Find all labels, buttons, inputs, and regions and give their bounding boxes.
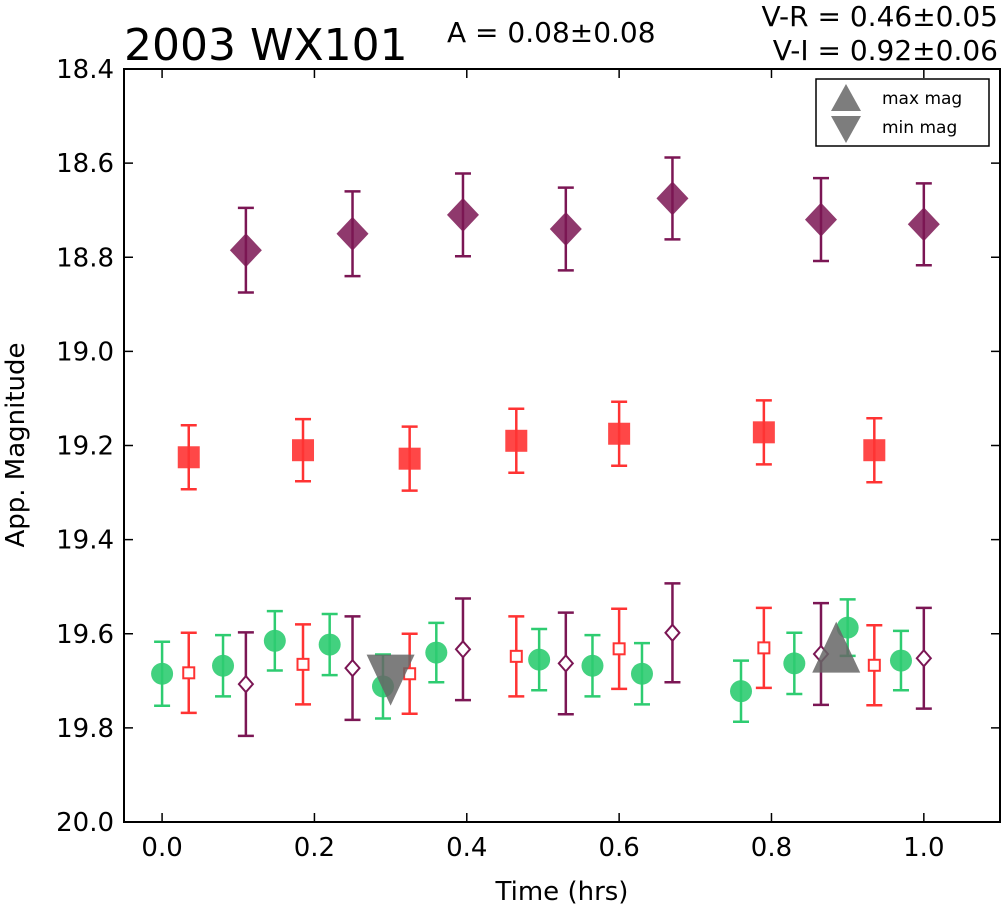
series-0-diamond-filled <box>229 156 940 294</box>
data-point <box>344 658 361 678</box>
data-point <box>318 633 341 656</box>
y-tick-label: 18.6 <box>56 149 114 179</box>
series-1-square-filled <box>177 399 886 492</box>
data-point <box>177 446 200 469</box>
data-point <box>867 658 881 672</box>
data-point <box>783 652 806 675</box>
legend-min-mag-icon <box>831 116 861 143</box>
series-2-circle-filled <box>151 598 912 724</box>
data-point <box>730 680 753 703</box>
axes-ticks: 0.0 0.2 0.4 0.6 0.8 1.0 18.4 18.6 18.8 19.0 19.2 19… <box>56 55 1000 863</box>
data-point <box>549 212 582 247</box>
series-6-triangle-up <box>812 621 861 673</box>
x-axis-label: Time (hrs) <box>495 877 629 904</box>
data-point <box>296 657 310 671</box>
color-index-vi: V-I = 0.92±0.06 <box>773 34 998 67</box>
series-5-triangle-down <box>366 654 415 706</box>
y-tick-label: 19.8 <box>56 714 114 744</box>
data-point <box>229 233 262 268</box>
y-axis-label: App. Magnitude <box>1 342 31 547</box>
data-point <box>263 629 286 652</box>
data-point <box>889 649 912 672</box>
data-point <box>292 439 315 462</box>
data-point <box>398 447 421 470</box>
data-point <box>612 642 626 656</box>
data-point <box>664 623 681 643</box>
data-point <box>182 666 196 680</box>
data-marks <box>151 156 940 738</box>
color-index-vr: V-R = 0.46±0.05 <box>762 0 998 33</box>
y-tick-label: 18.4 <box>56 55 114 85</box>
x-tick-label: 0.0 <box>141 833 182 863</box>
data-point <box>151 662 174 685</box>
series-3-square-open <box>180 606 883 716</box>
legend-max-mag-icon <box>831 84 861 111</box>
data-point <box>446 197 479 232</box>
data-point <box>509 649 523 663</box>
x-tick-label: 0.4 <box>446 833 487 863</box>
data-point <box>528 648 551 671</box>
data-point <box>656 181 689 216</box>
data-point <box>863 439 886 462</box>
data-point <box>915 648 933 668</box>
amplitude-label: A = 0.08±0.08 <box>447 16 656 49</box>
data-point <box>836 616 859 639</box>
data-point <box>907 207 940 242</box>
data-point <box>212 654 235 677</box>
data-point <box>505 429 528 452</box>
data-point <box>752 421 775 444</box>
plot-frame <box>123 68 1001 823</box>
x-tick-label: 0.6 <box>598 833 639 863</box>
data-point <box>557 653 575 673</box>
legend: max mag min mag <box>815 78 990 147</box>
y-tick-label: 19.0 <box>56 337 114 367</box>
data-point <box>757 641 771 655</box>
data-point <box>812 621 861 673</box>
y-tick-label: 19.4 <box>56 526 114 556</box>
y-tick-label: 18.8 <box>56 243 114 273</box>
data-point <box>608 422 631 445</box>
legend-label: min mag <box>882 118 957 138</box>
x-tick-label: 1.0 <box>903 833 944 863</box>
x-tick-label: 0.2 <box>294 833 335 863</box>
data-point <box>336 216 369 251</box>
data-point <box>366 654 415 706</box>
x-tick-label: 0.8 <box>751 833 792 863</box>
data-point <box>630 662 653 685</box>
series-4-diamond-open <box>237 582 933 738</box>
y-tick-label: 20.0 <box>56 808 114 838</box>
chart-title: 2003 WX101 <box>124 20 408 71</box>
data-point <box>425 641 448 664</box>
data-point <box>237 674 255 694</box>
y-tick-label: 19.6 <box>56 620 114 650</box>
y-tick-label: 19.2 <box>56 432 114 462</box>
data-point <box>581 654 604 677</box>
legend-label: max mag <box>882 89 962 109</box>
data-point <box>804 202 837 237</box>
data-point <box>454 639 472 659</box>
